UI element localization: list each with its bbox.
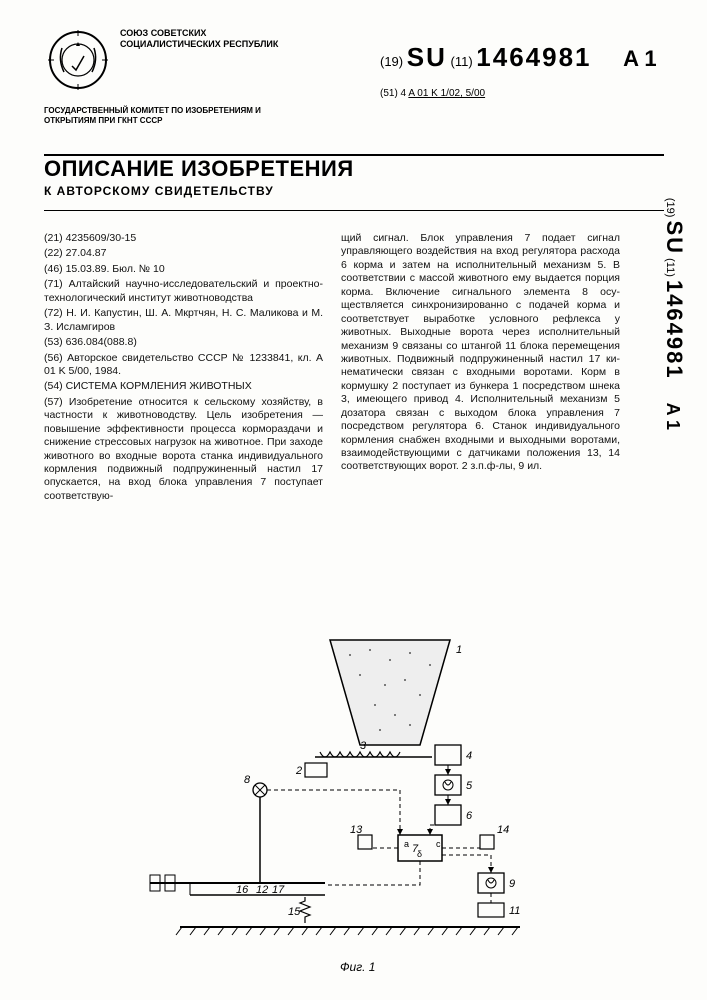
side-docnumber: 1464981 xyxy=(662,280,687,380)
doc-number: 1464981 xyxy=(476,42,591,72)
svg-text:3: 3 xyxy=(360,740,367,752)
code-11: (11) xyxy=(451,54,473,69)
divider xyxy=(44,210,664,211)
code-19: (19) xyxy=(380,54,403,69)
svg-text:5: 5 xyxy=(466,780,473,792)
side-kind: A 1 xyxy=(663,403,683,430)
field-57: (57) Изобретение относится к сельскому х… xyxy=(44,396,323,504)
svg-text:7: 7 xyxy=(412,843,419,855)
right-column: щий сигнал. Блок управления 7 подает сиг… xyxy=(341,232,620,505)
ipc-classification: (51) 4 A 01 K 1/02, 5/00 xyxy=(380,88,485,99)
svg-text:17: 17 xyxy=(272,884,285,896)
field-72: (72) Н. И. Капустин, Ш. А. Мкртчян, Н. С… xyxy=(44,307,323,334)
field-54: (54) СИСТЕМА КОРМЛЕНИЯ ЖИВОТ­НЫХ xyxy=(44,380,323,393)
svg-text:14: 14 xyxy=(497,824,509,836)
abstract-continued: щий сигнал. Блок управления 7 подает сиг… xyxy=(341,232,620,474)
ussr-emblem-icon xyxy=(46,28,110,92)
figure-1-diagram: a c δ xyxy=(140,635,560,955)
field-71: (71) Алтайский научно-исследовательский … xyxy=(44,278,323,305)
field-22: (22) 27.04.87 xyxy=(44,247,323,260)
svg-text:4: 4 xyxy=(466,750,472,762)
svg-text:12: 12 xyxy=(256,884,268,896)
svg-text:2: 2 xyxy=(295,765,302,777)
field-56: (56) Авторское свидетельство СССР № 1233… xyxy=(44,352,323,379)
side-country: SU xyxy=(662,221,687,256)
field-53: (53) 636.084(088.8) xyxy=(44,336,323,349)
side-code-11: (11) xyxy=(664,258,676,277)
svg-text:c: c xyxy=(436,839,441,849)
svg-text:16: 16 xyxy=(236,884,249,896)
body-columns: (21) 4235609/30-15 (22) 27.04.87 (46) 15… xyxy=(44,232,620,505)
svg-text:6: 6 xyxy=(466,810,473,822)
field-46: (46) 15.03.89. Бюл. № 10 xyxy=(44,263,323,276)
doc-title: ОПИСАНИЕ ИЗОБРЕТЕНИЯ xyxy=(44,156,354,182)
svg-text:9: 9 xyxy=(509,878,515,890)
svg-text:13: 13 xyxy=(350,824,363,836)
svg-text:8: 8 xyxy=(244,774,251,786)
side-code-19: (19) xyxy=(664,198,676,218)
country-code: SU xyxy=(407,42,447,72)
svg-text:a: a xyxy=(404,839,409,849)
state-committee: ГОСУДАРСТВЕННЫЙ КОМИТЕТ ПО ИЗОБРЕТЕНИЯМ … xyxy=(44,106,264,125)
doc-subtitle: К АВТОРСКОМУ СВИДЕТЕЛЬСТВУ xyxy=(44,184,274,198)
svg-text:11: 11 xyxy=(509,905,520,917)
svg-text:1: 1 xyxy=(456,644,462,656)
kind-code: A 1 xyxy=(623,46,656,71)
side-publication-number: (19) SU (11) 1464981 A 1 xyxy=(661,198,687,430)
field-21: (21) 4235609/30-15 xyxy=(44,232,323,245)
issuer-union: СОЮЗ СОВЕТСКИХ СОЦИАЛИСТИЧЕСКИХ РЕСПУБЛИ… xyxy=(120,28,280,50)
publication-number-line: (19) SU (11) 1464981 A 1 xyxy=(380,42,657,73)
figure-caption: Фиг. 1 xyxy=(340,960,375,974)
left-column: (21) 4235609/30-15 (22) 27.04.87 (46) 15… xyxy=(44,232,323,505)
ipc-prefix: (51) 4 xyxy=(380,88,406,99)
patent-page: СОЮЗ СОВЕТСКИХ СОЦИАЛИСТИЧЕСКИХ РЕСПУБЛИ… xyxy=(0,0,707,1000)
svg-text:15: 15 xyxy=(288,906,301,918)
ipc-code: A 01 K 1/02, 5/00 xyxy=(408,88,485,99)
